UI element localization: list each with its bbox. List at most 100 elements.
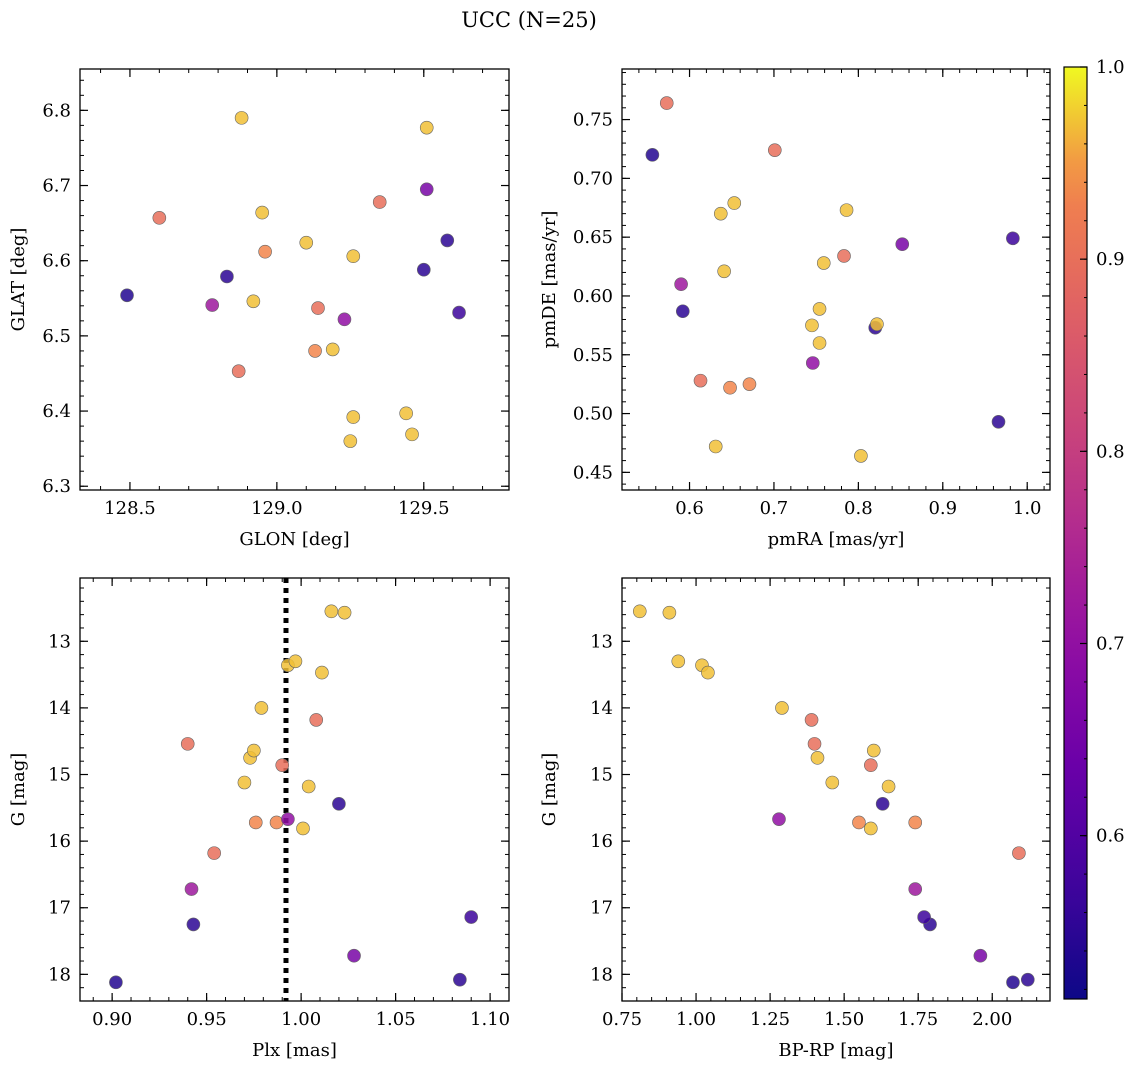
data-point <box>671 654 686 669</box>
y-tick-label: 13 <box>590 631 613 652</box>
x-tick-label: 0.9 <box>928 498 957 519</box>
colorbar-tick-label: 0.8 <box>1096 441 1125 462</box>
data-point <box>332 797 346 811</box>
x-axis-label: GLON [deg] <box>239 529 349 550</box>
y-tick-label: 6.4 <box>42 401 71 422</box>
y-axis-label: GLAT [deg] <box>8 228 29 332</box>
data-point <box>805 318 819 333</box>
x-tick-label: 1.0 <box>1013 498 1042 519</box>
y-tick-label: 16 <box>590 831 613 852</box>
data-point <box>812 336 827 350</box>
data-point <box>419 120 434 135</box>
colorbar-tick-label: 0.9 <box>1096 249 1125 270</box>
data-point <box>231 364 246 379</box>
data-point <box>247 743 261 758</box>
data-point <box>324 604 339 619</box>
y-axis-label: pmDE [mas/yr] <box>539 211 560 349</box>
x-tick-label: 1.75 <box>898 1009 938 1030</box>
x-tick-label: 1.25 <box>750 1009 790 1030</box>
data-point <box>662 605 677 620</box>
data-point <box>296 821 310 836</box>
data-point <box>186 917 201 932</box>
data-point <box>852 815 866 830</box>
x-tick-label: 0.90 <box>92 1009 132 1030</box>
data-point <box>870 317 884 331</box>
x-tick-label: 0.6 <box>675 498 704 519</box>
data-point <box>674 277 688 292</box>
data-point <box>452 305 466 320</box>
data-point <box>837 249 851 263</box>
data-point <box>220 269 234 284</box>
data-point <box>991 414 1006 429</box>
data-point <box>1020 972 1035 987</box>
data-point <box>727 196 742 210</box>
data-point <box>308 344 322 358</box>
panel-1: 128.5 129.0 129.5 6.3 6.4 6.5 6.6 6.7 6.8 GLON [d… <box>8 68 510 550</box>
data-point <box>248 815 263 830</box>
data-point <box>908 882 923 896</box>
y-tick-label: 0.60 <box>573 286 613 307</box>
scatter-points <box>645 96 1020 463</box>
data-point <box>723 380 737 395</box>
y-tick-label: 0.75 <box>573 110 613 131</box>
data-point <box>258 244 272 259</box>
data-point <box>864 821 878 836</box>
data-point <box>254 701 269 715</box>
y-axis-label: G [mag] <box>8 753 29 826</box>
data-point <box>866 743 881 758</box>
data-point <box>881 779 896 794</box>
data-point <box>775 701 789 715</box>
plot-frame <box>621 68 1051 491</box>
data-point <box>399 406 413 421</box>
y-tick-label: 0.70 <box>573 168 613 189</box>
scatter-points <box>632 604 1035 990</box>
data-point <box>767 143 782 157</box>
data-point <box>180 737 195 751</box>
data-point <box>864 758 878 772</box>
data-point <box>812 302 827 316</box>
x-tick-label: 1.05 <box>376 1009 416 1030</box>
data-point <box>713 206 728 221</box>
y-tick-label: 17 <box>590 898 613 919</box>
x-axis-label: pmRA [mas/yr] <box>768 529 905 550</box>
data-point <box>255 205 269 220</box>
x-tick-label: 1.10 <box>470 1009 510 1030</box>
colorbar-tick-label: 1.0 <box>1096 57 1125 78</box>
data-point <box>875 797 890 811</box>
data-point <box>693 373 708 388</box>
data-point <box>440 233 455 248</box>
data-point <box>346 249 361 263</box>
data-point <box>299 235 314 250</box>
data-point <box>416 262 431 277</box>
panel-3: 0.90 0.95 1.00 1.05 1.10 13 14 15 16 17 18 Plx [mas… <box>8 577 510 1061</box>
y-axis-label: G [mag] <box>539 753 560 826</box>
data-point <box>269 815 284 830</box>
y-tick-label: 6.5 <box>42 326 71 347</box>
data-point <box>742 377 757 391</box>
data-point <box>973 948 988 963</box>
data-point <box>1006 975 1020 990</box>
data-point <box>309 713 324 727</box>
y-tick-label: 15 <box>590 765 613 786</box>
data-point <box>109 975 123 990</box>
data-point <box>772 812 786 826</box>
data-point <box>854 449 868 463</box>
y-tick-label: 16 <box>48 831 71 852</box>
x-tick-label: 129.5 <box>398 498 450 519</box>
data-point <box>464 910 479 924</box>
data-point <box>311 301 325 315</box>
y-tick-label: 0.45 <box>573 462 613 483</box>
data-point <box>816 256 831 270</box>
y-tick-label: 13 <box>48 631 71 652</box>
x-tick-label: 0.7 <box>760 498 789 519</box>
panels: 128.5 129.0 129.5 6.3 6.4 6.5 6.6 6.7 6.8 GLON [d… <box>8 68 1051 1061</box>
scatter-points <box>109 578 479 1001</box>
x-tick-label: 129.0 <box>251 498 303 519</box>
y-tick-label: 17 <box>48 898 71 919</box>
y-tick-label: 6.8 <box>42 100 71 121</box>
data-point <box>419 182 434 197</box>
data-point <box>237 775 252 790</box>
x-tick-label: 1.00 <box>281 1009 321 1030</box>
y-tick-label: 14 <box>48 698 71 719</box>
